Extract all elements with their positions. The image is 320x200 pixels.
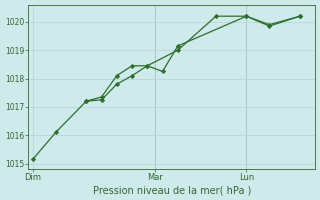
X-axis label: Pression niveau de la mer( hPa ): Pression niveau de la mer( hPa ) (92, 185, 251, 195)
